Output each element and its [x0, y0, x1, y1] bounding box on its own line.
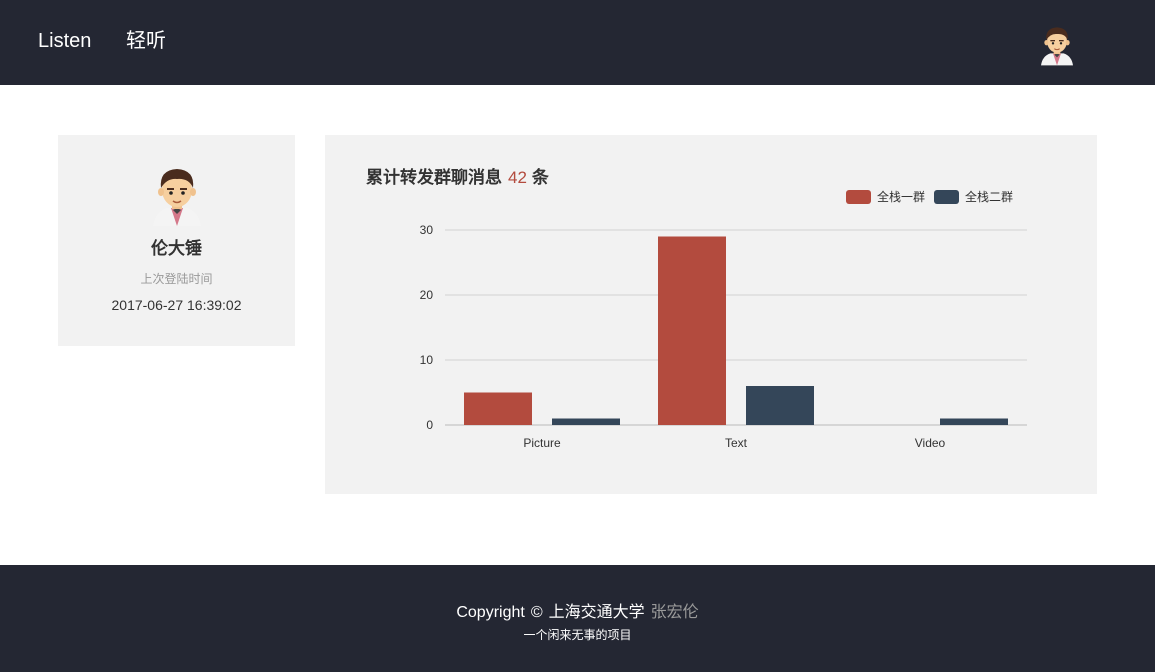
- bar: [746, 386, 814, 425]
- bar: [552, 418, 620, 425]
- y-tick-label: 30: [420, 223, 434, 237]
- copyright-symbol: ©: [530, 604, 543, 621]
- organization-name: 上海交通大学: [548, 604, 645, 621]
- chart-title: 累计转发群聊消息 42 条: [366, 163, 549, 188]
- copyright-text: Copyright: [456, 604, 525, 621]
- last-login-time: 2017-06-27 16:39:02: [111, 297, 242, 313]
- copyright-line: Copyright © 上海交通大学 张宏伦: [0, 598, 1155, 622]
- avatar-icon: [153, 169, 201, 226]
- legend-label: 全栈一群: [877, 189, 925, 204]
- legend-swatch: [846, 190, 871, 204]
- chart-title-suffix: 条: [531, 168, 549, 187]
- avatar-icon[interactable]: [1037, 22, 1077, 66]
- forward-count: 42: [508, 168, 527, 187]
- y-tick-label: 0: [426, 418, 433, 432]
- brand-link-en[interactable]: Listen: [38, 30, 92, 52]
- last-login-label: 上次登陆时间: [140, 272, 213, 286]
- bar: [464, 392, 532, 425]
- user-name: 伦大锤: [151, 239, 202, 258]
- author-name: 张宏伦: [650, 604, 699, 621]
- top-nav-bar: Listen 轻听: [0, 0, 1155, 85]
- brand-link-zh[interactable]: 轻听: [126, 30, 166, 52]
- footer-tagline: 一个闲来无事的项目: [523, 628, 632, 642]
- chart-title-prefix: 累计转发群聊消息: [366, 168, 502, 187]
- legend-label: 全栈二群: [965, 189, 1013, 204]
- x-tick-label: Picture: [523, 436, 561, 450]
- bar-chart: 0 10 20 30 Picture Text Video 全栈一群 全栈二群: [420, 189, 1027, 450]
- footer: [0, 565, 1155, 672]
- y-tick-label: 10: [420, 353, 434, 367]
- x-tick-label: Text: [725, 436, 748, 450]
- y-tick-label: 20: [420, 288, 434, 302]
- bar: [658, 236, 726, 425]
- bar: [940, 418, 1008, 425]
- x-tick-label: Video: [915, 436, 946, 450]
- legend-swatch: [934, 190, 959, 204]
